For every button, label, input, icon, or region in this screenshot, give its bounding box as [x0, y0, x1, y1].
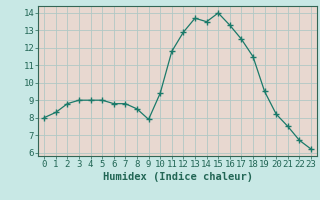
X-axis label: Humidex (Indice chaleur): Humidex (Indice chaleur)	[103, 172, 252, 182]
